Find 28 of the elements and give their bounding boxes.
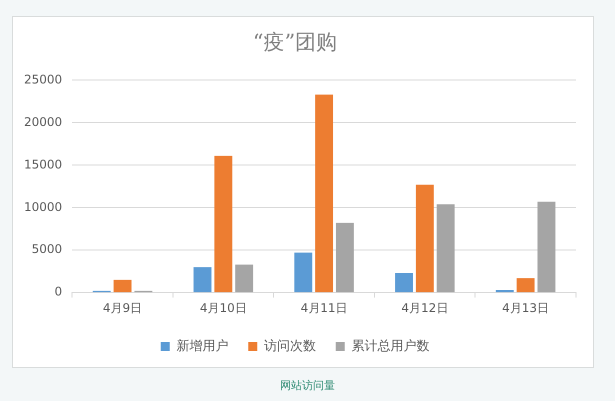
y-tick-label: 5000 bbox=[32, 242, 62, 256]
bar bbox=[315, 94, 334, 292]
bar bbox=[235, 264, 254, 292]
x-tick-label: 4月10日 bbox=[200, 300, 247, 315]
bar bbox=[336, 222, 354, 292]
bar bbox=[395, 273, 413, 292]
x-tick-label: 4月13日 bbox=[502, 300, 550, 315]
legend-label: 累计总用户数 bbox=[351, 338, 430, 354]
legend-label: 访问次数 bbox=[264, 338, 316, 354]
x-tick-label: 4月9日 bbox=[102, 300, 142, 315]
bar bbox=[114, 280, 132, 292]
bar bbox=[294, 252, 312, 292]
y-tick-label: 10000 bbox=[24, 200, 62, 214]
bar bbox=[214, 156, 232, 292]
bar bbox=[537, 202, 556, 292]
y-tick-label: 15000 bbox=[24, 157, 62, 172]
bar bbox=[416, 184, 434, 292]
text: 网站访问量 bbox=[279, 378, 336, 394]
chart-title: “疫”团购 bbox=[252, 30, 338, 54]
x-tick-label: 4月12日 bbox=[401, 300, 448, 315]
y-tick-label: 20000 bbox=[24, 114, 62, 129]
legend-label: 新增用户 bbox=[176, 338, 228, 354]
bar bbox=[516, 278, 535, 292]
y-tick-label: 0 bbox=[54, 284, 62, 299]
bar bbox=[194, 267, 212, 292]
bar bbox=[436, 204, 455, 292]
y-tick-label: 25000 bbox=[24, 72, 62, 86]
x-tick-label: 4月11日 bbox=[300, 300, 348, 315]
